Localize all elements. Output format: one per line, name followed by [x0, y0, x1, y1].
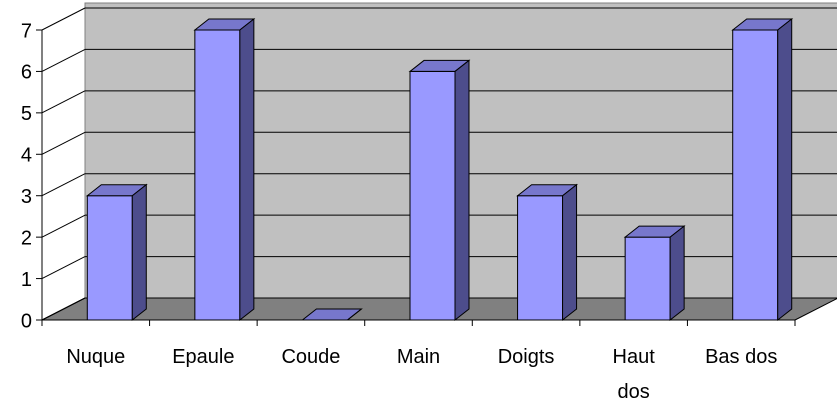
- x-tick-label: Main: [396, 346, 441, 368]
- x-tick-label: Doigts: [497, 346, 555, 368]
- bar-side: [669, 225, 685, 322]
- grid-line-side: [41, 214, 86, 238]
- y-tick-label: 5: [21, 103, 32, 125]
- bar: [517, 195, 564, 321]
- bar-side: [562, 183, 578, 322]
- grid-line-side: [41, 48, 86, 72]
- floor-edge: [794, 297, 837, 321]
- grid-line-side: [41, 297, 86, 321]
- bar-side: [777, 17, 793, 322]
- bar: [194, 29, 241, 321]
- y-tick-label: 1: [21, 269, 32, 291]
- y-tick-label: 3: [21, 186, 32, 208]
- grid-line-side: [41, 7, 86, 31]
- bar: [86, 195, 133, 321]
- grid-line-side: [41, 256, 86, 280]
- grid-line-side: [41, 90, 86, 114]
- y-tick-label: 0: [21, 310, 32, 332]
- bar: [409, 70, 456, 321]
- bar: [624, 236, 671, 321]
- bar-side: [347, 308, 362, 321]
- grid-line-side: [41, 131, 86, 155]
- x-tick-label: Haut dos: [612, 346, 655, 403]
- bar-side: [454, 59, 470, 322]
- grid-line-side: [41, 173, 86, 197]
- x-tick-label: Bas dos: [705, 346, 778, 368]
- bar-side: [239, 17, 255, 322]
- bar: [732, 29, 779, 321]
- bar-side: [131, 183, 147, 322]
- y-tick-label: 4: [21, 145, 32, 167]
- x-tick-label: Epaule: [172, 346, 235, 368]
- x-tick-label: Coude: [281, 346, 341, 368]
- x-tick-label: Nuque: [66, 346, 126, 368]
- y-tick-label: 6: [21, 62, 32, 84]
- y-tick-label: 2: [21, 227, 32, 249]
- y-tick-label: 7: [21, 20, 32, 42]
